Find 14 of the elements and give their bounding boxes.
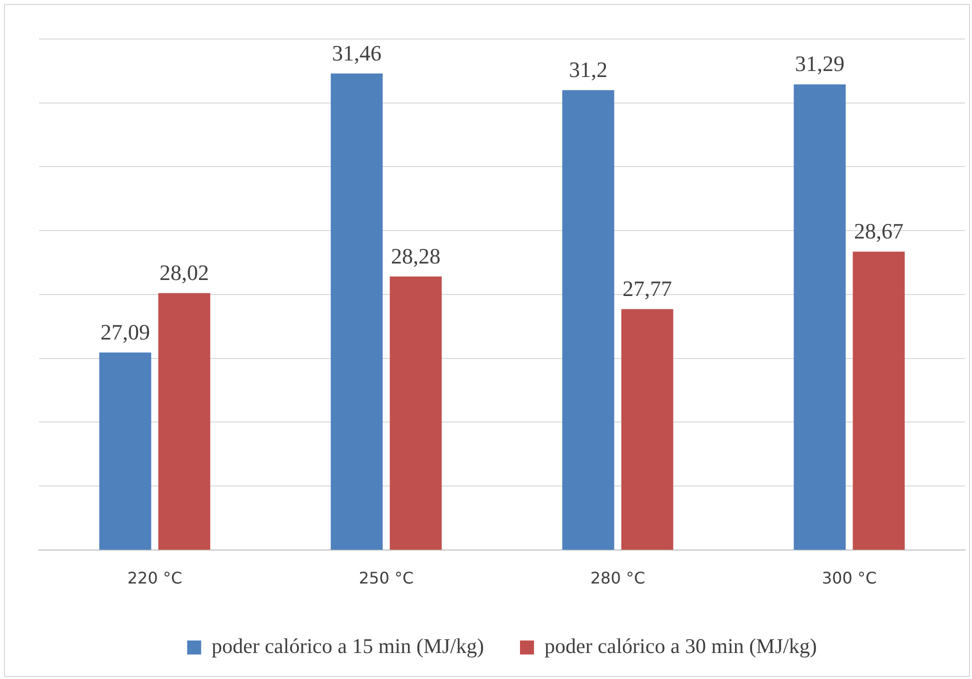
legend-label: poder calórico a 30 min (MJ/kg) (544, 634, 817, 658)
data-label: 28,02 (160, 260, 210, 285)
data-label: 31,46 (332, 40, 382, 66)
data-label: 31,2 (568, 56, 608, 82)
legend-label: poder calórico a 15 min (MJ/kg) (212, 634, 484, 658)
data-label: 27,77 (622, 276, 672, 301)
data-label: 27,09 (100, 319, 150, 344)
x-tick-label: 300 °C (822, 568, 877, 588)
data-label: 28,67 (854, 218, 904, 244)
x-tick-label: 250 °C (358, 568, 414, 588)
x-tick-label: 280 °C (590, 568, 646, 588)
x-tick-label: 220 °C (127, 568, 182, 588)
data-label: 28,28 (391, 243, 441, 268)
data-label: 31,29 (794, 51, 844, 76)
